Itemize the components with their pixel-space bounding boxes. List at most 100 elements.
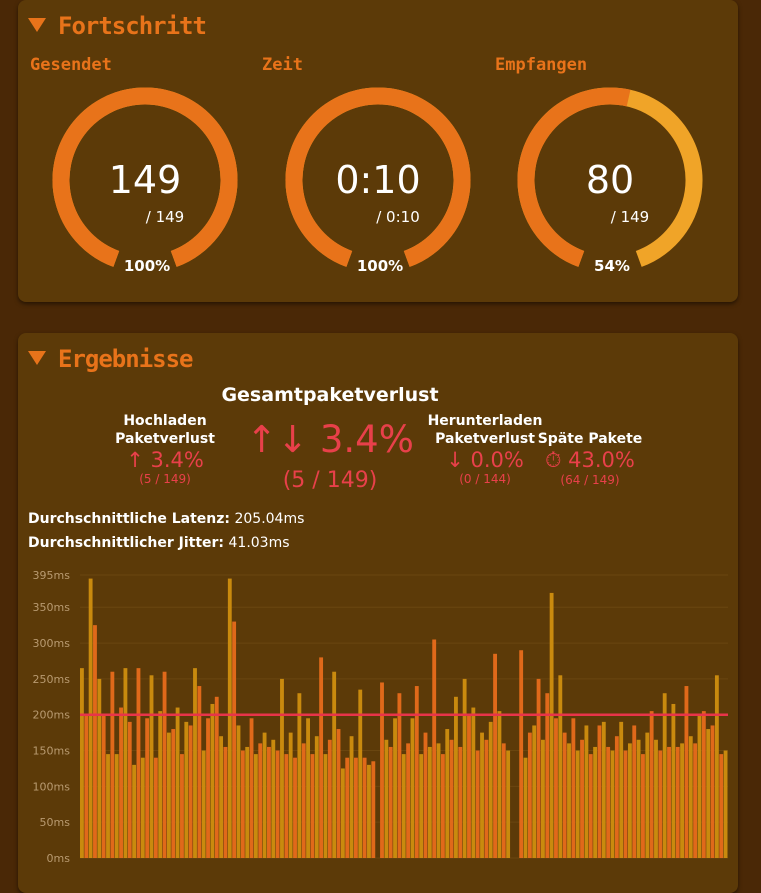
bar xyxy=(219,736,224,858)
bar xyxy=(97,678,102,858)
bar xyxy=(306,718,310,858)
bar xyxy=(632,725,637,858)
panel-title[interactable]: Fortschritt xyxy=(28,12,207,40)
gauge-total: / 0:10 xyxy=(376,208,420,226)
bar xyxy=(132,764,137,858)
bar xyxy=(488,721,493,858)
bar xyxy=(171,729,176,858)
bar xyxy=(680,743,685,858)
stat-value: ⏱ 43.0% xyxy=(545,448,635,472)
bar xyxy=(388,746,393,858)
bar xyxy=(267,746,271,858)
bar xyxy=(436,743,441,858)
jitter: Durchschnittlicher Jitter: 41.03ms xyxy=(28,535,290,551)
bar xyxy=(314,736,319,858)
bar xyxy=(371,761,376,858)
bar xyxy=(423,732,428,858)
stat-value: ↑ 3.4% xyxy=(126,448,204,472)
bar xyxy=(575,750,580,858)
stat: Herunterladen Paketverlust ↓ 0.0% (0 / 144… xyxy=(420,412,550,486)
bar xyxy=(714,675,719,858)
bar xyxy=(275,750,280,858)
bar xyxy=(114,754,119,858)
bar xyxy=(367,764,371,858)
bar xyxy=(484,739,489,858)
bar xyxy=(588,754,593,858)
bar xyxy=(449,739,454,858)
bar xyxy=(610,750,615,858)
gauge-value: 80 xyxy=(586,158,634,202)
bar xyxy=(601,721,606,858)
bar xyxy=(327,739,332,858)
bar xyxy=(445,729,450,858)
bar xyxy=(106,754,110,858)
bar xyxy=(166,732,171,858)
gauge-percent: 100% xyxy=(124,257,170,275)
bar xyxy=(536,678,541,858)
bar xyxy=(571,718,576,858)
stat-label: Herunterladen Paketverlust xyxy=(427,413,543,447)
bar xyxy=(397,693,402,858)
bar xyxy=(93,625,97,858)
gauge-arc xyxy=(285,87,471,267)
latency-chart: 0ms 50ms 100ms 150ms 200ms 250ms 300ms 350ms 395… xyxy=(33,569,728,865)
bar xyxy=(645,732,650,858)
gauge-total: / 149 xyxy=(146,208,184,226)
bar xyxy=(180,754,184,858)
bar xyxy=(393,718,397,858)
bar xyxy=(101,714,106,858)
bar xyxy=(584,725,589,858)
bar xyxy=(693,743,698,858)
bar xyxy=(214,696,219,858)
gauge-value: 0:10 xyxy=(335,158,420,202)
bar xyxy=(480,732,484,858)
bar xyxy=(210,703,215,858)
gauge-value: 149 xyxy=(109,158,182,202)
bar xyxy=(697,714,702,858)
bar xyxy=(258,743,263,858)
total-heading: Gesamtpaketverlust xyxy=(221,384,439,406)
bar xyxy=(380,682,384,858)
bar xyxy=(719,754,724,858)
bar xyxy=(184,721,189,858)
bar xyxy=(140,757,145,858)
y-tick-label: 300ms xyxy=(33,637,71,650)
bar xyxy=(554,718,558,858)
bar xyxy=(197,686,202,858)
bar xyxy=(280,678,284,858)
gauges: Gesendet 149 / 149 100% Zeit 0:10 / 0:10 100% Em… xyxy=(30,55,703,275)
gauge-percent: 100% xyxy=(357,257,403,275)
bar xyxy=(340,768,345,858)
bar xyxy=(227,578,232,858)
y-tick-label: 200ms xyxy=(33,709,71,722)
bar xyxy=(384,739,389,858)
bar xyxy=(119,707,123,858)
y-tick-label: 50ms xyxy=(40,816,71,829)
bar xyxy=(88,578,93,858)
bar xyxy=(319,657,324,858)
bar xyxy=(671,703,676,858)
panel-title[interactable]: Ergebnisse xyxy=(28,345,193,373)
latency: Durchschnittliche Latenz: 205.04ms xyxy=(28,511,304,527)
label: Durchschnittliche Latenz: xyxy=(28,511,231,527)
bar xyxy=(658,750,663,858)
bar xyxy=(249,718,254,858)
bar xyxy=(153,757,158,858)
bar xyxy=(362,757,367,858)
bar xyxy=(567,743,571,858)
bar xyxy=(597,725,602,858)
bar xyxy=(414,686,419,858)
bar xyxy=(427,746,432,858)
bar xyxy=(193,668,197,858)
y-tick-label: 250ms xyxy=(33,673,71,686)
bar xyxy=(206,718,210,858)
bar xyxy=(580,739,584,858)
bar xyxy=(293,757,297,858)
y-tick-label: 395ms xyxy=(33,569,71,582)
bar xyxy=(627,743,632,858)
bar xyxy=(232,621,237,858)
y-tick-label: 350ms xyxy=(33,601,71,614)
bar xyxy=(623,750,628,858)
bar xyxy=(127,721,132,858)
value: 205.04ms xyxy=(234,511,305,527)
